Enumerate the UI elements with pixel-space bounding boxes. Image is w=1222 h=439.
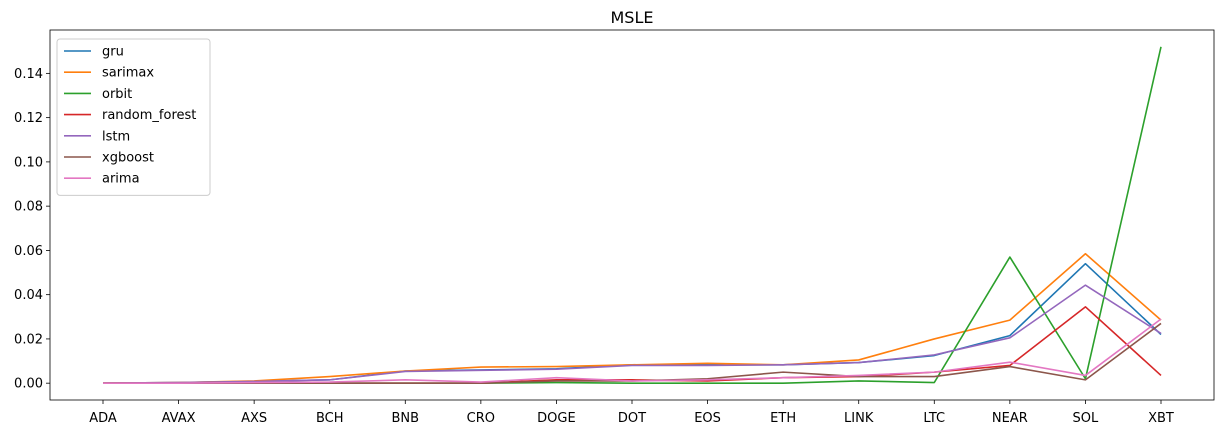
x-tick-label: EOS bbox=[694, 411, 721, 426]
legend-label-arima: arima bbox=[102, 172, 140, 187]
y-tick-label: 0.08 bbox=[14, 200, 43, 215]
y-tick-label: 0.06 bbox=[14, 244, 43, 259]
series-line-orbit bbox=[103, 46, 1162, 384]
x-tick-label: LINK bbox=[844, 411, 874, 426]
legend-label-sarimax: sarimax bbox=[102, 66, 154, 81]
legend-box bbox=[56, 38, 211, 196]
x-tick-label: SOL bbox=[1073, 411, 1099, 426]
x-tick-label: AVAX bbox=[162, 411, 196, 426]
series-line-xgboost bbox=[103, 322, 1162, 384]
x-tick-label: LTC bbox=[923, 411, 945, 426]
x-tick-label: ETH bbox=[770, 411, 796, 426]
legend-label-lstm: lstm bbox=[102, 129, 130, 144]
x-tick-label: XBT bbox=[1148, 411, 1174, 426]
x-tick-label: DOT bbox=[618, 411, 646, 426]
series-line-arima bbox=[103, 318, 1162, 384]
plot-frame bbox=[49, 29, 1215, 401]
y-tick-label: 0.00 bbox=[14, 377, 43, 392]
series-line-random-forest bbox=[103, 306, 1162, 384]
legend-label-gru: gru bbox=[102, 45, 124, 60]
y-tick-label: 0.02 bbox=[14, 332, 43, 347]
y-tick-label: 0.04 bbox=[14, 288, 43, 303]
y-tick-label: 0.10 bbox=[14, 155, 43, 170]
legend-label-orbit: orbit bbox=[102, 87, 132, 102]
series-line-lstm bbox=[102, 284, 1162, 384]
axes-layer: 0.00 0.02 0.04 0.06 0.08 0.10 0.12 0.14 ADA AVAX A… bbox=[14, 29, 1215, 426]
x-tick-label: ADA bbox=[89, 411, 117, 426]
x-tick-label: CRO bbox=[467, 411, 495, 426]
y-tick-label: 0.14 bbox=[14, 67, 43, 82]
series-layer bbox=[102, 46, 1162, 384]
chart-title: MSLE bbox=[611, 8, 654, 27]
x-tick-label: BNB bbox=[392, 411, 420, 426]
x-tick-label: NEAR bbox=[992, 411, 1028, 426]
y-tick-label: 0.12 bbox=[14, 111, 43, 126]
x-tick-label: DOGE bbox=[537, 411, 576, 426]
x-tick-label: BCH bbox=[316, 411, 344, 426]
legend-label-xgboost: xgboost bbox=[102, 151, 154, 166]
legend-label-random-forest: random_forest bbox=[102, 108, 196, 123]
x-tick-label: AXS bbox=[241, 411, 267, 426]
